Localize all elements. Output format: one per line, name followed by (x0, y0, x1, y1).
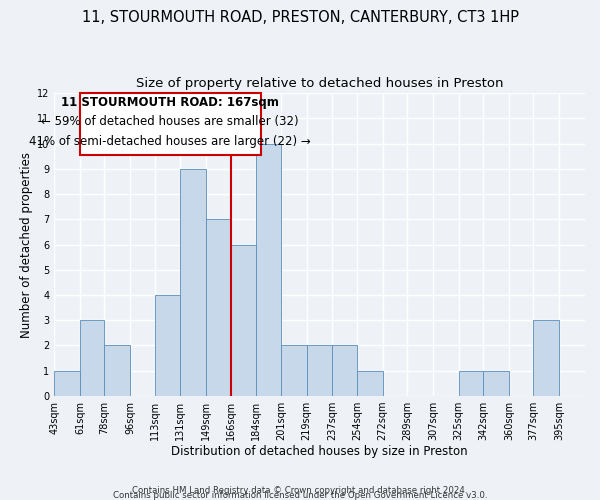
Bar (155, 295, 181, 396)
Bar (533, 320, 559, 396)
Bar (104, 346, 130, 396)
Bar (357, 370, 383, 396)
Y-axis label: Number of detached properties: Number of detached properties (20, 152, 32, 338)
Bar (181, 169, 206, 396)
Text: 11, STOURMOUTH ROAD, PRESTON, CANTERBURY, CT3 1HP: 11, STOURMOUTH ROAD, PRESTON, CANTERBURY… (82, 10, 518, 25)
Bar (483, 370, 509, 396)
Bar (80, 320, 104, 396)
Bar (459, 370, 483, 396)
Text: 41% of semi-detached houses are larger (22) →: 41% of semi-detached houses are larger (… (29, 134, 311, 147)
Bar (230, 244, 256, 396)
Text: ← 59% of detached houses are smaller (32): ← 59% of detached houses are smaller (32… (41, 115, 299, 128)
Bar (307, 346, 332, 396)
Text: Contains public sector information licensed under the Open Government Licence v3: Contains public sector information licen… (113, 490, 487, 500)
Bar (281, 346, 307, 396)
Text: 11 STOURMOUTH ROAD: 167sqm: 11 STOURMOUTH ROAD: 167sqm (61, 96, 279, 108)
Bar (256, 144, 281, 396)
Bar (206, 220, 230, 396)
FancyBboxPatch shape (80, 93, 261, 155)
Text: Contains HM Land Registry data © Crown copyright and database right 2024.: Contains HM Land Registry data © Crown c… (132, 486, 468, 495)
Bar (54, 370, 80, 396)
Title: Size of property relative to detached houses in Preston: Size of property relative to detached ho… (136, 78, 503, 90)
X-axis label: Distribution of detached houses by size in Preston: Distribution of detached houses by size … (171, 444, 468, 458)
Bar (332, 346, 357, 396)
